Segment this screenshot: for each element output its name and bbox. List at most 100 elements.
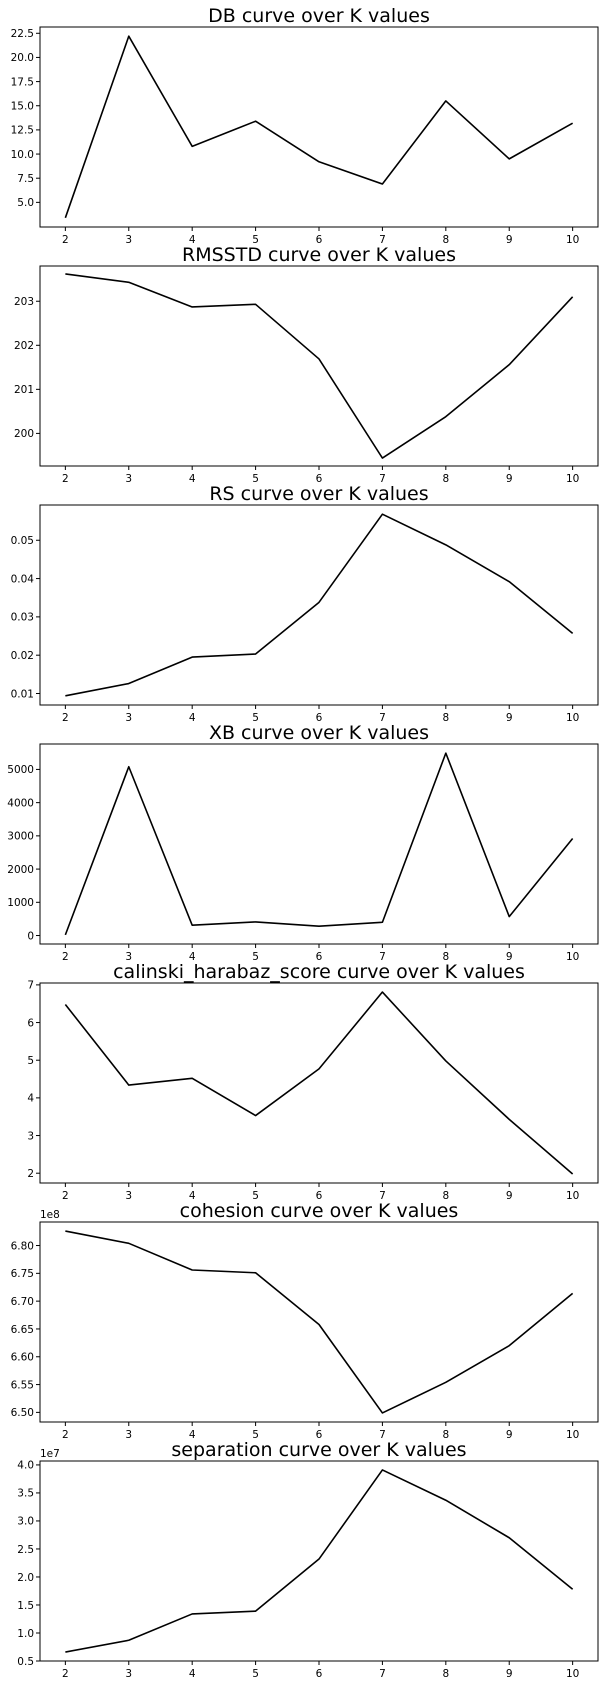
x-tick-label: 8 bbox=[442, 1668, 449, 1680]
x-tick-label: 8 bbox=[442, 234, 449, 246]
chart-panel-1: DB curve over K values 2 3 4 5 6 7 8 9 10 5.0 7.5 10… bbox=[11, 5, 599, 246]
y-tick-label: 5.0 bbox=[17, 197, 34, 209]
y-tick-label: 0.05 bbox=[11, 535, 34, 547]
y-tick-label: 1.5 bbox=[17, 1600, 34, 1612]
y-tick-label: 3 bbox=[27, 1130, 34, 1142]
x-tick-label: 4 bbox=[189, 1429, 196, 1441]
y-tick-label: 10.0 bbox=[11, 149, 34, 161]
y-tick-label: 7.5 bbox=[17, 173, 34, 185]
x-tick-label: 4 bbox=[189, 712, 196, 724]
chart-panel-4: XB curve over K values 2 3 4 5 6 7 8 9 10 0 1000 200… bbox=[7, 722, 599, 963]
x-tick-label: 2 bbox=[62, 951, 69, 963]
x-tick-label: 7 bbox=[379, 1668, 386, 1680]
series-line-1 bbox=[64, 991, 574, 1175]
x-tick-label: 3 bbox=[125, 1190, 132, 1202]
y-tick-label: 22.5 bbox=[11, 28, 34, 40]
x-tick-label: 8 bbox=[442, 473, 449, 485]
chart-title: XB curve over K values bbox=[209, 722, 429, 744]
x-tick-label: 10 bbox=[566, 473, 579, 485]
y-tick-label: 6.75 bbox=[11, 1268, 34, 1280]
chart-title: separation curve over K values bbox=[171, 1439, 466, 1461]
x-tick-label: 2 bbox=[62, 1429, 69, 1441]
chart-title: RS curve over K values bbox=[209, 483, 428, 505]
y-tick-label: 6.60 bbox=[11, 1352, 34, 1364]
y-tick-label: 6.50 bbox=[11, 1407, 34, 1419]
y-tick-label: 7 bbox=[27, 980, 34, 992]
y-tick-label: 12.5 bbox=[11, 125, 34, 137]
x-tick-label: 8 bbox=[442, 712, 449, 724]
plot-frame bbox=[39, 982, 599, 1184]
chart-title: RMSSTD curve over K values bbox=[182, 244, 456, 266]
y-tick-label: 4.0 bbox=[17, 1460, 34, 1472]
y-tick-label: 0.01 bbox=[11, 688, 34, 700]
series-line-1 bbox=[65, 1230, 574, 1414]
y-tick-label: 202 bbox=[14, 340, 34, 352]
x-tick-label: 10 bbox=[566, 234, 579, 246]
y-tick-label: 1.0 bbox=[17, 1628, 34, 1640]
plot-frame bbox=[39, 265, 599, 467]
y-tick-label: 6.65 bbox=[11, 1324, 34, 1336]
y-tick-label: 200 bbox=[14, 428, 34, 440]
y-tick-label: 3000 bbox=[7, 831, 34, 843]
x-tick-label: 3 bbox=[125, 234, 132, 246]
x-tick-label: 5 bbox=[252, 1668, 259, 1680]
y-tick-label: 0.5 bbox=[17, 1656, 34, 1668]
x-tick-label: 7 bbox=[379, 1429, 386, 1441]
y-tick-label: 6.80 bbox=[11, 1240, 34, 1252]
series-line-1 bbox=[65, 273, 574, 459]
x-tick-label: 9 bbox=[506, 1190, 513, 1202]
x-tick-label: 3 bbox=[125, 712, 132, 724]
y-tick-label: 6 bbox=[27, 1017, 34, 1029]
x-tick-label: 2 bbox=[62, 712, 69, 724]
x-tick-label: 5 bbox=[252, 473, 259, 485]
x-tick-label: 5 bbox=[252, 712, 259, 724]
y-offset-label: 1e7 bbox=[40, 1448, 60, 1460]
y-tick-label: 17.5 bbox=[11, 76, 34, 88]
x-tick-label: 3 bbox=[125, 1429, 132, 1441]
plot-frame bbox=[39, 504, 599, 706]
plot-frame bbox=[39, 26, 599, 228]
x-tick-label: 8 bbox=[442, 1190, 449, 1202]
x-tick-label: 2 bbox=[62, 1190, 69, 1202]
plot-frame bbox=[39, 1221, 599, 1423]
y-tick-label: 203 bbox=[14, 296, 34, 308]
x-tick-label: 7 bbox=[379, 951, 386, 963]
x-tick-label: 3 bbox=[125, 951, 132, 963]
x-tick-label: 9 bbox=[506, 234, 513, 246]
x-tick-label: 4 bbox=[189, 473, 196, 485]
y-tick-label: 2.5 bbox=[17, 1544, 34, 1556]
x-tick-label: 9 bbox=[506, 1668, 513, 1680]
x-tick-label: 4 bbox=[189, 234, 196, 246]
x-tick-label: 10 bbox=[566, 712, 579, 724]
series-line-1 bbox=[65, 1469, 574, 1653]
x-tick-label: 9 bbox=[506, 473, 513, 485]
y-tick-label: 0.02 bbox=[11, 650, 34, 662]
x-tick-label: 2 bbox=[62, 473, 69, 485]
x-tick-label: 7 bbox=[379, 473, 386, 485]
x-tick-label: 7 bbox=[379, 712, 386, 724]
y-tick-label: 201 bbox=[14, 384, 34, 396]
x-tick-label: 6 bbox=[316, 1190, 323, 1202]
x-tick-label: 6 bbox=[316, 234, 323, 246]
y-tick-label: 2000 bbox=[7, 864, 34, 876]
y-tick-label: 0.04 bbox=[11, 573, 35, 585]
x-tick-label: 6 bbox=[316, 473, 323, 485]
y-tick-label: 0.03 bbox=[11, 612, 34, 624]
x-tick-label: 10 bbox=[566, 1190, 579, 1202]
chart-panel-7: separation curve over K values 2 3 4 5 6 7 8 9 10… bbox=[17, 1439, 599, 1680]
x-tick-label: 5 bbox=[252, 951, 259, 963]
chart-panel-3: RS curve over K values 2 3 4 5 6 7 8 9 10 0.01 0.02… bbox=[11, 483, 599, 724]
x-tick-label: 7 bbox=[379, 1190, 386, 1202]
x-tick-label: 4 bbox=[189, 951, 196, 963]
y-tick-label: 3.5 bbox=[17, 1488, 34, 1500]
x-tick-label: 5 bbox=[252, 1190, 259, 1202]
x-tick-label: 9 bbox=[506, 951, 513, 963]
series-line-1 bbox=[65, 513, 574, 697]
x-tick-label: 5 bbox=[252, 234, 259, 246]
series-line-1 bbox=[64, 752, 574, 936]
plot-frame bbox=[39, 1460, 599, 1662]
x-tick-label: 8 bbox=[442, 951, 449, 963]
chart-title: calinski_harabaz_score curve over K valu… bbox=[113, 961, 525, 983]
